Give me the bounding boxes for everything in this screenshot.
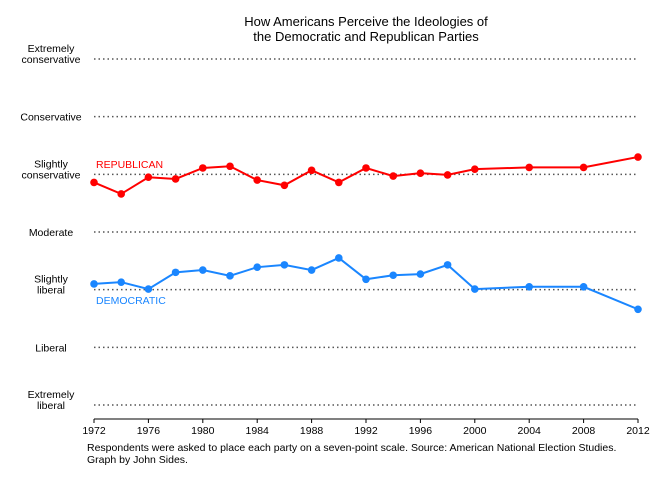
y-tick-label: conservative xyxy=(22,54,81,66)
data-point xyxy=(171,175,180,183)
data-point xyxy=(471,285,479,293)
y-tick-label: Extremely xyxy=(28,389,75,401)
data-point xyxy=(280,261,289,269)
data-point xyxy=(579,163,588,172)
data-point xyxy=(416,270,425,278)
x-tick-label: 1976 xyxy=(137,425,161,437)
data-point xyxy=(253,176,261,184)
data-point xyxy=(362,275,370,284)
data-point xyxy=(389,172,398,180)
series-label: DEMOCRATIC xyxy=(96,295,166,307)
series-line xyxy=(93,256,639,311)
data-point xyxy=(525,282,533,291)
series-republican: REPUBLICAN xyxy=(90,153,642,198)
data-point xyxy=(307,166,316,175)
data-point xyxy=(171,268,180,277)
data-point xyxy=(579,282,588,291)
series-democratic: DEMOCRATIC xyxy=(90,254,642,314)
data-point xyxy=(335,178,343,187)
x-tick-label: 2008 xyxy=(572,425,596,437)
y-tick-label: Extremely xyxy=(28,43,75,55)
data-point xyxy=(144,285,153,293)
chart-title-line-2: the Democratic and Republican Parties xyxy=(253,29,479,44)
data-point xyxy=(307,266,316,274)
data-point xyxy=(199,266,207,274)
data-point xyxy=(634,153,642,161)
data-point xyxy=(634,305,642,314)
caption-line-1: Respondents were asked to place each par… xyxy=(87,442,616,454)
y-tick-label: liberal xyxy=(37,285,65,297)
y-tick-label: Conservative xyxy=(20,112,81,124)
data-point xyxy=(443,171,452,179)
caption-line-2: Graph by John Sides. xyxy=(87,454,188,466)
data-point xyxy=(226,272,234,280)
data-point xyxy=(199,164,207,172)
x-tick-label: 1992 xyxy=(354,425,378,437)
data-point xyxy=(226,162,234,171)
data-point xyxy=(389,271,398,280)
data-point xyxy=(90,178,98,187)
data-point xyxy=(443,261,452,269)
data-point xyxy=(90,280,98,288)
data-point xyxy=(280,181,289,190)
series-label: REPUBLICAN xyxy=(96,159,163,171)
x-tick-label: 2000 xyxy=(463,425,487,437)
data-point xyxy=(335,254,343,262)
chart-title-line-1: How Americans Perceive the Ideologies of xyxy=(244,14,488,29)
data-point xyxy=(471,165,479,173)
y-tick-label: Moderate xyxy=(29,227,74,239)
data-point xyxy=(117,190,125,198)
data-point xyxy=(525,163,533,172)
y-tick-label: Liberal xyxy=(35,342,67,354)
x-tick-label: 2012 xyxy=(626,425,650,437)
x-tick-label: 1984 xyxy=(246,425,270,437)
y-tick-label: Slightly xyxy=(34,274,69,286)
x-tick-label: 1972 xyxy=(82,425,106,437)
data-point xyxy=(253,263,261,271)
data-point xyxy=(362,164,370,172)
y-tick-label: Slightly xyxy=(34,158,69,170)
data-point xyxy=(117,278,125,286)
x-tick-label: 1988 xyxy=(300,425,324,437)
data-point xyxy=(144,173,153,182)
data-point xyxy=(416,169,425,177)
y-tick-label: conservative xyxy=(22,169,81,181)
x-tick-label: 2004 xyxy=(518,425,542,437)
x-tick-label: 1980 xyxy=(191,425,215,437)
x-tick-label: 1996 xyxy=(409,425,433,437)
series-line xyxy=(93,156,639,196)
y-tick-label: liberal xyxy=(37,400,65,412)
